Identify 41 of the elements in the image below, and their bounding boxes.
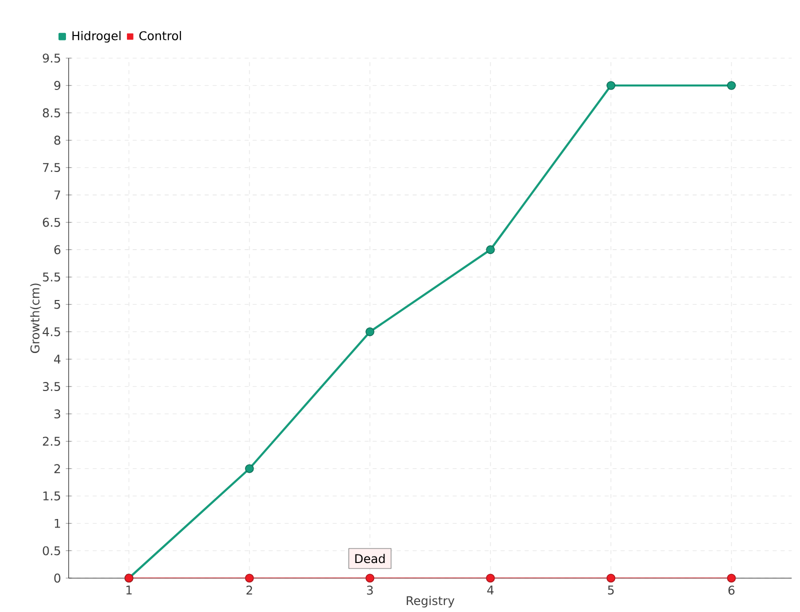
y-tick-label: 3.5 xyxy=(42,382,60,392)
x-tick-label: 3 xyxy=(367,586,373,595)
point xyxy=(606,81,616,90)
x-tick-label: 5 xyxy=(608,586,614,595)
point xyxy=(366,327,374,336)
x-axis-title: Registry xyxy=(406,596,454,608)
point xyxy=(366,574,374,583)
y-tick-label: 5 xyxy=(54,300,60,309)
y-tick-label: 0 xyxy=(54,574,60,583)
annotation: Dead xyxy=(355,554,385,564)
x-tick-label: 2 xyxy=(246,586,252,595)
y-tick-label: 2.5 xyxy=(42,436,60,446)
y-tick-label: 9 xyxy=(54,80,60,90)
y-axis-title: Growth(cm) xyxy=(30,284,41,354)
y-tick-label: 5.5 xyxy=(42,272,60,282)
y-tick-label: 6 xyxy=(54,245,60,254)
y-tick-label: 8 xyxy=(54,136,60,145)
y-tick-label: 4.5 xyxy=(42,327,60,336)
point xyxy=(245,464,254,474)
point xyxy=(486,574,495,583)
y-tick-label: 6.5 xyxy=(42,218,60,227)
point xyxy=(486,245,495,254)
y-tick-label: 0.5 xyxy=(42,546,60,556)
x-tick-label: 4 xyxy=(487,586,494,594)
legend-label: Control xyxy=(139,31,181,40)
y-tick-label: 9.5 xyxy=(42,54,60,63)
y-tick-label: 2 xyxy=(54,464,60,474)
y-tick-label: 1 xyxy=(54,519,60,528)
y-tick-label: 1.5 xyxy=(43,492,60,500)
x-tick-label: 1 xyxy=(126,586,132,594)
y-tick-label: 3 xyxy=(54,409,60,418)
point xyxy=(727,81,736,90)
y-tick-label: 7 xyxy=(54,190,60,200)
legend-label: Hidrogel xyxy=(72,31,121,43)
point xyxy=(606,574,616,583)
x-tick-label: 6 xyxy=(728,586,734,595)
y-tick-label: 4 xyxy=(54,354,60,364)
point xyxy=(245,574,254,583)
y-tick-label: 8.5 xyxy=(42,108,60,118)
point xyxy=(727,574,736,583)
y-tick-label: 7.5 xyxy=(43,163,60,172)
